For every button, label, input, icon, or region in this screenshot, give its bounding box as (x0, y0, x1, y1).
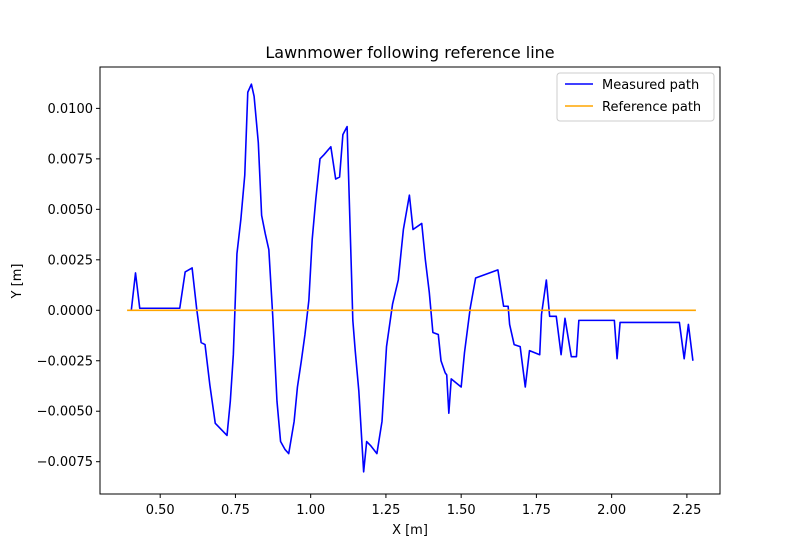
chart-title: Lawnmower following reference line (265, 43, 554, 62)
y-tick-label: −0.0025 (37, 354, 93, 369)
legend-label-measured-path: Measured path (602, 78, 699, 93)
plot-area (100, 67, 720, 494)
y-axis-label: Y [m] (10, 264, 25, 300)
x-tick-label: 2.00 (597, 503, 626, 518)
series-line-measured-path (130, 83, 694, 473)
legend-frame (556, 72, 715, 122)
x-tick-label: 1.50 (447, 503, 476, 518)
y-tick-label: 0.0075 (48, 152, 94, 167)
x-tick-label: 1.25 (371, 503, 400, 518)
y-axis-ticks: −0.0075 −0.0050 −0.0025 0.0000 0.0025 0.0050 0… (37, 102, 100, 470)
series-layer (127, 83, 696, 473)
x-tick-label: 1.75 (522, 503, 551, 518)
y-tick-label: 0.0000 (48, 304, 94, 319)
y-tick-label: 0.0100 (48, 102, 94, 117)
x-tick-label: 0.75 (221, 503, 250, 518)
x-tick-label: 2.25 (672, 503, 701, 518)
y-tick-label: 0.0050 (48, 203, 94, 218)
y-tick-label: −0.0050 (37, 405, 93, 420)
axes-frame (99, 66, 721, 495)
x-tick-label: 1.00 (296, 503, 325, 518)
legend: Measured path Reference path (556, 72, 715, 122)
x-axis-ticks: 0.50 0.75 1.00 1.25 1.50 1.75 2.00 2.25 (146, 494, 701, 518)
y-tick-label: 0.0025 (48, 253, 94, 268)
y-tick-label: −0.0075 (37, 455, 93, 470)
x-axis-label: X [m] (392, 523, 428, 538)
x-tick-label: 0.50 (146, 503, 175, 518)
legend-label-reference-path: Reference path (602, 100, 701, 115)
